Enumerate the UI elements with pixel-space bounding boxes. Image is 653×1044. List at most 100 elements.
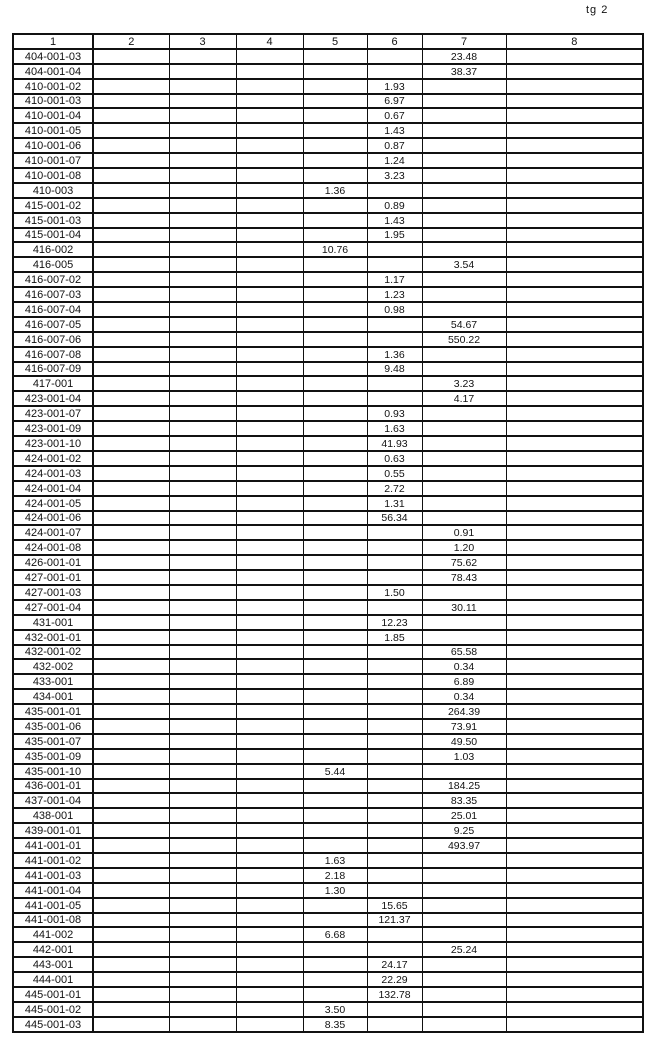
table-row: 424-001-08 1.20 (12, 539, 644, 557)
value-cell (505, 167, 644, 184)
value-cell (302, 301, 368, 318)
value-cell (92, 956, 170, 974)
table-row: 435-001-01 264.39 (12, 703, 644, 720)
table-row: 410-001-03 6.97 (12, 93, 644, 110)
value-cell (366, 390, 423, 408)
row-id-cell: 439-001-01 (12, 822, 94, 840)
value-cell (421, 882, 507, 899)
value-cell (302, 792, 368, 810)
value-cell (505, 718, 644, 735)
row-id-cell: 416-007-06 (12, 331, 94, 348)
value-cell: 0.34 (421, 688, 507, 706)
row-id-cell: 441-001-01 (12, 837, 94, 854)
table-row: 441-001-04 1.30 (12, 882, 644, 899)
value-cell (168, 673, 237, 691)
value-cell (366, 822, 423, 840)
value-cell (92, 435, 170, 452)
value-cell (92, 182, 170, 199)
row-id-cell: 424-001-07 (12, 524, 94, 542)
value-cell (505, 420, 644, 438)
value-cell: 24.17 (366, 956, 423, 974)
value-cell: 0.63 (366, 450, 423, 467)
value-cell (505, 1001, 644, 1018)
row-id-cell: 417-001 (12, 375, 94, 393)
value-cell: 1.43 (366, 122, 423, 140)
value-cell (505, 539, 644, 557)
row-id-cell: 441-001-05 (12, 897, 94, 914)
value-cell (505, 301, 644, 318)
value-cell (235, 926, 304, 944)
value-cell (505, 986, 644, 1003)
value-cell (421, 465, 507, 482)
value-cell (366, 718, 423, 735)
value-cell (366, 48, 423, 65)
row-id-cell: 435-001-10 (12, 763, 94, 780)
value-cell (92, 822, 170, 840)
row-id-cell: 443-001 (12, 956, 94, 974)
value-cell (168, 807, 237, 825)
value-cell (92, 241, 170, 259)
value-cell (366, 644, 423, 661)
table-row: 410-001-05 1.43 (12, 122, 644, 140)
row-id-cell: 416-007-05 (12, 316, 94, 333)
value-cell: 184.25 (421, 778, 507, 795)
value-cell (366, 703, 423, 720)
value-cell (235, 212, 304, 229)
row-id-cell: 427-001-01 (12, 569, 94, 586)
value-cell (92, 569, 170, 586)
table-row: 415-001-02 0.89 (12, 197, 644, 214)
value-cell (505, 748, 644, 765)
value-cell (505, 480, 644, 497)
value-cell (505, 763, 644, 780)
value-cell (421, 227, 507, 244)
table-row: 445-001-01 132.78 (12, 986, 644, 1003)
value-cell (168, 361, 237, 378)
value-cell (302, 167, 368, 184)
value-cell (505, 658, 644, 676)
value-cell (168, 629, 237, 646)
value-cell: 1.36 (366, 346, 423, 363)
value-cell (235, 78, 304, 95)
table-row: 410-001-07 1.24 (12, 152, 644, 170)
row-id-cell: 424-001-03 (12, 465, 94, 482)
value-cell (235, 241, 304, 259)
value-cell (421, 107, 507, 125)
value-cell (421, 361, 507, 378)
value-cell (505, 614, 644, 631)
row-id-cell: 433-001 (12, 673, 94, 691)
table-row: 427-001-03 1.50 (12, 584, 644, 601)
value-cell (235, 1016, 304, 1033)
value-cell (235, 956, 304, 974)
value-cell: 1.17 (366, 271, 423, 289)
value-cell (92, 688, 170, 706)
value-cell (168, 167, 237, 184)
table-row: 424-001-07 0.91 (12, 524, 644, 542)
value-cell (168, 435, 237, 452)
value-cell (505, 197, 644, 214)
column-header: 3 (168, 33, 237, 50)
value-cell (366, 331, 423, 348)
value-cell (168, 822, 237, 840)
table-row: 410-003 1.36 (12, 182, 644, 199)
value-cell (366, 182, 423, 199)
row-id-cell: 435-001-01 (12, 703, 94, 720)
row-id-cell: 410-001-04 (12, 107, 94, 125)
value-cell: 493.97 (421, 837, 507, 854)
value-cell (92, 122, 170, 140)
table-row: 445-001-03 8.35 (12, 1016, 644, 1033)
value-cell (235, 227, 304, 244)
value-cell (421, 241, 507, 259)
value-cell (302, 524, 368, 542)
row-id-cell: 432-002 (12, 658, 94, 676)
value-cell (92, 346, 170, 363)
value-cell (421, 420, 507, 438)
value-cell (92, 912, 170, 929)
value-cell (421, 286, 507, 304)
value-cell (235, 480, 304, 497)
value-cell (505, 331, 644, 348)
value-cell (302, 375, 368, 393)
value-cell: 9.48 (366, 361, 423, 378)
value-cell (235, 748, 304, 765)
value-cell (92, 807, 170, 825)
